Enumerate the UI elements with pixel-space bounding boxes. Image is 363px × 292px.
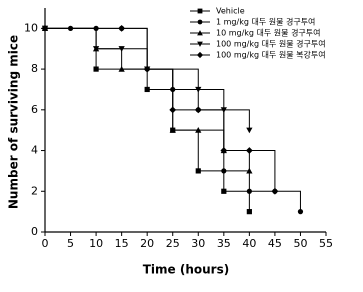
marker xyxy=(41,24,49,32)
marker xyxy=(246,188,252,194)
x-tick-label: 5 xyxy=(67,237,74,250)
x-tick-label: 55 xyxy=(319,237,333,250)
marker xyxy=(221,188,227,194)
marker xyxy=(144,86,150,93)
marker xyxy=(197,41,203,47)
x-tick-label: 25 xyxy=(166,237,180,250)
marker xyxy=(118,46,125,52)
legend-label: 10 mg/kg 대두 원물 경구투여 xyxy=(216,28,321,38)
marker xyxy=(271,187,279,195)
x-axis-label: Time (hours) xyxy=(143,263,229,277)
marker xyxy=(195,168,201,174)
x-tick-label: 50 xyxy=(293,237,307,250)
marker xyxy=(194,106,202,114)
x-tick-label: 35 xyxy=(217,237,231,250)
x-tick-label: 40 xyxy=(242,237,256,250)
marker xyxy=(92,46,100,52)
legend-label: 100 mg/kg 대두 원물 경구투여 xyxy=(216,39,326,49)
marker xyxy=(246,127,253,134)
marker xyxy=(196,51,204,59)
marker xyxy=(197,30,203,36)
legend-label: Vehicle xyxy=(216,7,245,16)
marker xyxy=(197,8,203,14)
y-tick-label: 4 xyxy=(31,144,38,157)
x-tick-label: 0 xyxy=(42,237,49,250)
marker xyxy=(169,106,177,114)
x-tick-label: 30 xyxy=(191,237,205,250)
marker xyxy=(118,65,125,72)
x-tick-label: 15 xyxy=(115,237,129,250)
y-tick-label: 0 xyxy=(31,225,38,238)
marker xyxy=(195,127,202,133)
step-line xyxy=(45,27,276,192)
y-tick-label: 6 xyxy=(31,103,38,116)
y-tick-label: 2 xyxy=(31,184,38,197)
marker xyxy=(169,127,176,133)
marker xyxy=(297,209,304,215)
marker xyxy=(221,168,227,174)
legend-label: 100 mg/kg 대두 원물 복강투여 xyxy=(216,50,326,60)
y-tick-label: 8 xyxy=(31,62,38,75)
y-axis-label: Number of surviving mice xyxy=(7,35,21,209)
marker xyxy=(195,86,202,93)
marker xyxy=(93,66,99,72)
legend-label: 1 mg/kg 대두 원물 경구투여 xyxy=(216,17,315,27)
marker xyxy=(143,65,151,73)
x-tick-label: 20 xyxy=(140,237,154,250)
marker xyxy=(197,19,203,25)
y-tick-label: 10 xyxy=(24,21,38,34)
marker xyxy=(220,147,228,154)
x-tick-label: 10 xyxy=(89,237,103,250)
marker xyxy=(118,24,126,32)
marker xyxy=(246,167,253,174)
marker xyxy=(246,209,252,215)
x-tick-label: 45 xyxy=(268,237,282,250)
marker xyxy=(245,147,253,154)
